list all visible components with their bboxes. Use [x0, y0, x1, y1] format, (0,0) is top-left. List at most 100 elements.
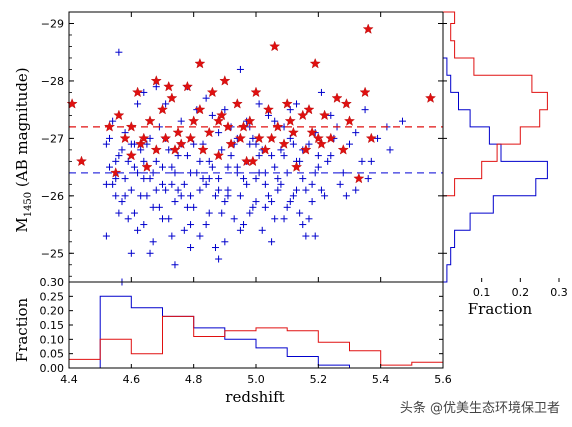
star-marker [359, 86, 371, 98]
star-marker [157, 103, 168, 115]
plus-marker [230, 215, 238, 223]
plus-marker [196, 186, 204, 194]
plus-marker [264, 192, 272, 200]
plus-marker [106, 163, 114, 171]
star-marker [344, 115, 355, 126]
plus-marker [211, 192, 219, 200]
plus-marker [190, 203, 198, 211]
bottom-y-tick-label: 0.00 [40, 362, 65, 375]
star-marker [259, 144, 271, 155]
star-marker [169, 144, 181, 155]
star-marker [269, 40, 281, 52]
plus-marker [121, 192, 129, 200]
star-marker [216, 109, 228, 121]
plus-marker [246, 140, 254, 148]
plus-marker [271, 163, 279, 171]
plus-marker [358, 157, 366, 165]
y-tick-label: −25 [41, 247, 64, 260]
plus-marker [268, 238, 276, 246]
plus-marker [109, 180, 117, 188]
plus-marker [115, 152, 123, 160]
plus-marker [208, 163, 216, 171]
plus-marker [218, 209, 226, 217]
right-histogram-panel: 0.1 0.2 0.3 [442, 11, 568, 299]
plus-marker [311, 232, 319, 240]
star-marker [225, 138, 237, 149]
plus-marker [224, 192, 232, 200]
plus-marker [149, 238, 157, 246]
plus-marker [174, 152, 182, 160]
plus-marker [252, 198, 260, 206]
plus-marker [336, 180, 344, 188]
star-marker [219, 75, 231, 86]
bottom-x-tick-label: 4.8 [185, 373, 203, 386]
bottom-histogram-panel: 0.000.05 0.100.150.20 0.250.30 4.4 4.6 4.8 5.0… [40, 276, 452, 386]
plus-marker [252, 140, 260, 148]
plus-marker [155, 203, 163, 211]
plus-marker [218, 146, 226, 154]
star-marker [325, 132, 337, 144]
plus-marker [286, 106, 294, 114]
plus-marker [352, 129, 360, 137]
star-marker [306, 126, 318, 138]
plus-marker [215, 255, 223, 263]
plus-marker [249, 134, 257, 142]
plus-marker [180, 226, 188, 234]
plus-marker [140, 88, 148, 96]
plus-marker [305, 140, 313, 148]
plus-marker [280, 215, 288, 223]
star-marker [319, 109, 331, 121]
plus-marker [261, 203, 269, 211]
star-marker [266, 132, 278, 144]
bottom-hist-series [68, 315, 444, 368]
bottom-frame [68, 281, 444, 369]
plus-marker [112, 192, 120, 200]
bottom-y-axis-label: Fraction [13, 297, 31, 362]
star-marker [353, 172, 365, 184]
plus-marker [127, 249, 135, 257]
right-hist-series [442, 12, 548, 283]
plus-marker [274, 186, 282, 194]
plus-marker [271, 117, 279, 125]
plus-marker [109, 117, 117, 125]
plus-marker [165, 215, 173, 223]
star-marker [337, 144, 349, 155]
bottom-x-tick-label: 4.6 [123, 373, 141, 386]
plus-marker [146, 175, 154, 183]
plus-marker [264, 111, 272, 119]
plus-marker [115, 48, 123, 56]
plus-marker [124, 157, 132, 165]
plus-marker [199, 175, 207, 183]
plus-marker [352, 186, 360, 194]
plus-marker [296, 157, 304, 165]
star-marker [281, 98, 293, 109]
plus-marker [159, 163, 166, 171]
y-tick-label: −27 [41, 132, 64, 145]
star-marker [231, 98, 243, 109]
star-marker [262, 103, 274, 115]
plus-marker [171, 198, 179, 206]
plus-marker [183, 203, 191, 211]
bottom-y-tick-label: 0.20 [40, 305, 65, 318]
bottom-x-tick-label: 4.4 [60, 373, 78, 386]
star-marker [234, 132, 246, 144]
plus-marker [252, 175, 260, 183]
star-marker [160, 132, 172, 144]
bottom-x-tick-label: 5.6 [434, 373, 452, 386]
star-marker [203, 126, 215, 138]
plus-marker [171, 261, 179, 269]
plus-marker [255, 152, 263, 160]
star-marker [144, 115, 156, 126]
plus-marker [196, 232, 204, 240]
plus-marker [118, 146, 126, 154]
plus-marker [255, 100, 263, 108]
star-marker [172, 126, 184, 138]
plus-marker [112, 175, 120, 183]
star-marker [197, 144, 209, 155]
plus-marker [236, 192, 244, 200]
plus-marker [277, 180, 285, 188]
plus-marker [202, 94, 210, 102]
star-marker [135, 138, 147, 149]
watermark: 头条 @优美生态环境保卫者 [400, 400, 560, 416]
